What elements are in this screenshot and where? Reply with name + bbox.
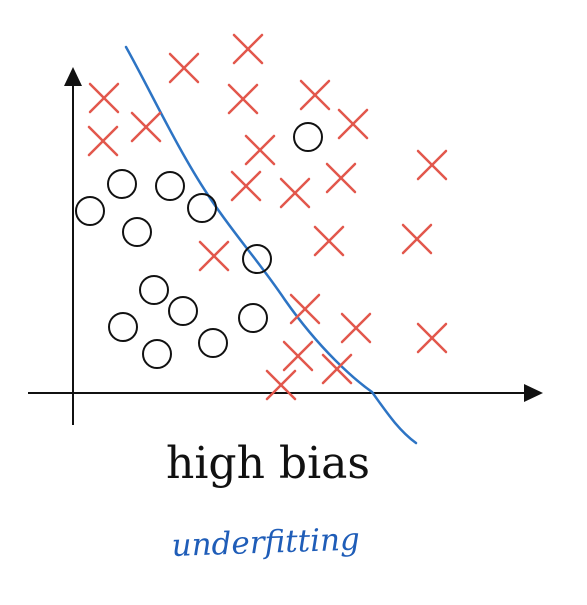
cross-marker [325, 162, 357, 194]
circle-marker [75, 196, 105, 226]
cross-marker [340, 312, 372, 344]
cross-marker [232, 33, 264, 65]
circle-marker [168, 296, 198, 326]
cross-marker [88, 82, 120, 114]
circle-marker [242, 244, 272, 274]
cross-marker [401, 223, 433, 255]
circle-marker [108, 312, 138, 342]
cross-marker [230, 170, 262, 202]
circle-marker [122, 217, 152, 247]
cross-marker [416, 149, 448, 181]
cross-marker [265, 369, 297, 401]
diagram-title: high bias [166, 438, 370, 489]
cross-marker [227, 83, 259, 115]
x-axis-arrow [524, 384, 543, 402]
cross-marker [289, 293, 321, 325]
cross-marker [299, 79, 331, 111]
circle-marker [293, 122, 323, 152]
circle-markers [75, 122, 323, 369]
circle-marker [238, 303, 268, 333]
cross-marker [321, 353, 353, 385]
handwritten-note: underfitting [171, 521, 360, 564]
cross-marker [282, 340, 314, 372]
cross-marker [279, 177, 311, 209]
circle-marker [142, 339, 172, 369]
circle-marker [187, 193, 217, 223]
decision-boundary-line [124, 45, 418, 445]
cross-marker [168, 52, 200, 84]
cross-marker [337, 108, 369, 140]
circle-marker [198, 328, 228, 358]
circle-marker [139, 275, 169, 305]
circle-marker [155, 171, 185, 201]
cross-marker [87, 125, 119, 157]
cross-marker [244, 134, 276, 166]
cross-marker [416, 322, 448, 354]
cross-marker [198, 240, 230, 272]
circle-marker [107, 169, 137, 199]
axes [28, 67, 543, 425]
cross-markers [87, 33, 448, 401]
cross-marker [130, 111, 162, 143]
y-axis-arrow [64, 67, 82, 86]
cross-marker [313, 225, 345, 257]
